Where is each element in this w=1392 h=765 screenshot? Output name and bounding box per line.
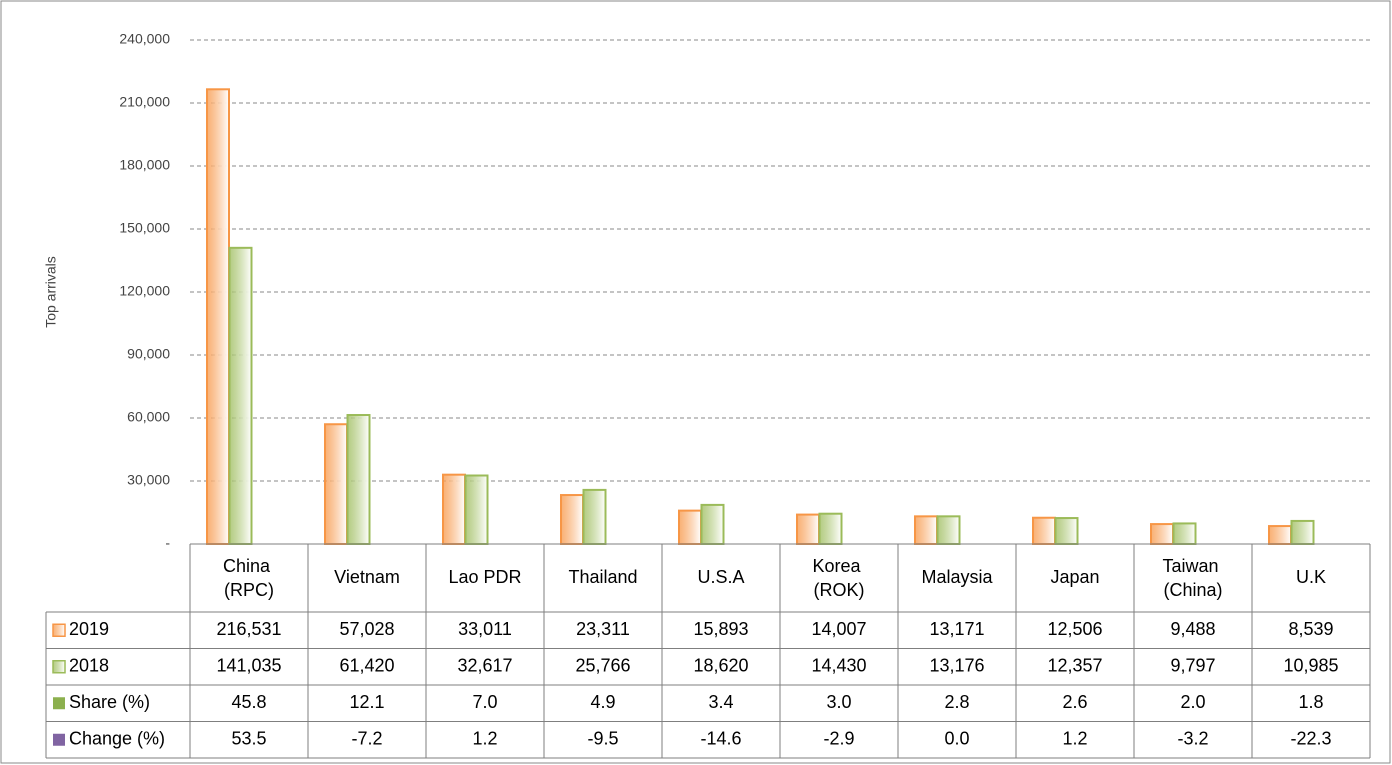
legend-swatch <box>53 733 65 746</box>
table-value: 61,420 <box>339 656 394 676</box>
table-value: 33,011 <box>458 619 512 639</box>
category-label: Vietnam <box>334 567 400 587</box>
bar <box>914 515 938 545</box>
legend-swatch <box>53 697 65 710</box>
table-value: 25,766 <box>575 656 630 676</box>
row-label: Share (%) <box>69 692 150 712</box>
table-value: 2.6 <box>1062 692 1087 712</box>
bar <box>818 512 843 546</box>
table-value: 14,007 <box>811 619 866 639</box>
bar <box>346 414 371 545</box>
table-value: 7.0 <box>472 692 497 712</box>
y-tick-label: 180,000 <box>119 157 170 173</box>
table-value: 18,620 <box>693 656 748 676</box>
table-value: -9.5 <box>587 729 618 749</box>
bar <box>1290 519 1315 546</box>
bar <box>1150 523 1174 545</box>
y-tick-label: 60,000 <box>127 409 170 425</box>
y-tick-label: - <box>165 535 170 551</box>
table-value: 45.8 <box>231 692 266 712</box>
table-value: 1.8 <box>1298 692 1323 712</box>
table-value: 141,035 <box>216 656 281 676</box>
bar <box>936 515 961 545</box>
table-value: 57,028 <box>339 619 394 639</box>
category-label: Korea (ROK) <box>812 556 865 600</box>
bar <box>1268 525 1292 546</box>
bar <box>228 246 253 545</box>
category-label: China (RPC) <box>223 556 275 600</box>
bar <box>1054 517 1079 545</box>
table-value: 12,506 <box>1047 619 1102 639</box>
y-tick-label: 210,000 <box>119 94 170 110</box>
table-value: 8,539 <box>1288 619 1333 639</box>
bar <box>442 473 466 546</box>
table-value: 2.8 <box>944 692 969 712</box>
category-label: Malaysia <box>921 567 993 587</box>
bar <box>560 494 584 546</box>
category-label: Taiwan (China) <box>1162 556 1223 600</box>
y-axis-label: Top arrivals <box>43 256 59 328</box>
table-value: 13,171 <box>929 619 984 639</box>
table-value: 12.1 <box>349 692 384 712</box>
table-value: 1.2 <box>472 729 497 749</box>
row-label: Change (%) <box>69 729 165 749</box>
bar <box>1172 522 1197 545</box>
table-value: 10,985 <box>1283 656 1338 676</box>
category-label: Thailand <box>568 567 637 587</box>
table-value: -14.6 <box>700 729 741 749</box>
table-value: 0.0 <box>944 729 969 749</box>
table-value: 14,430 <box>811 656 866 676</box>
table-value: 13,176 <box>929 656 984 676</box>
category-label: Lao PDR <box>448 567 521 587</box>
table-value: -7.2 <box>351 729 382 749</box>
row-label: 2018 <box>69 656 109 676</box>
legend-swatch <box>52 660 66 674</box>
legend-swatch <box>52 623 66 637</box>
category-label: U.S.A <box>697 567 744 587</box>
bar <box>464 474 489 545</box>
table-value: 32,617 <box>457 656 512 676</box>
bar <box>1032 516 1056 546</box>
table-value: 4.9 <box>590 692 615 712</box>
category-label: U.K <box>1296 567 1326 587</box>
bar <box>582 488 607 545</box>
table-value: 216,531 <box>216 619 281 639</box>
table-value: 12,357 <box>1047 656 1102 676</box>
bar <box>796 513 820 546</box>
table-value: 3.0 <box>826 692 851 712</box>
bar <box>700 503 725 546</box>
bar <box>324 423 348 546</box>
y-tick-label: 30,000 <box>127 472 170 488</box>
y-tick-label: 150,000 <box>119 220 170 236</box>
table-value: 1.2 <box>1062 729 1087 749</box>
table-value: 53.5 <box>231 729 266 749</box>
table-value: 9,488 <box>1170 619 1215 639</box>
table-value: 2.0 <box>1180 692 1205 712</box>
y-tick-label: 240,000 <box>119 31 170 47</box>
category-label: Japan <box>1050 567 1099 587</box>
table-value: 3.4 <box>708 692 733 712</box>
y-tick-label: 120,000 <box>119 283 170 299</box>
table-value: -2.9 <box>823 729 854 749</box>
row-label: 2019 <box>69 619 109 639</box>
table-value: 15,893 <box>693 619 748 639</box>
y-tick-label: 90,000 <box>127 346 170 362</box>
bar <box>678 509 702 545</box>
table-value: 23,311 <box>576 619 630 639</box>
table-value: -3.2 <box>1177 729 1208 749</box>
table-value: 9,797 <box>1170 656 1215 676</box>
bar <box>206 88 230 545</box>
table-value: -22.3 <box>1290 729 1331 749</box>
